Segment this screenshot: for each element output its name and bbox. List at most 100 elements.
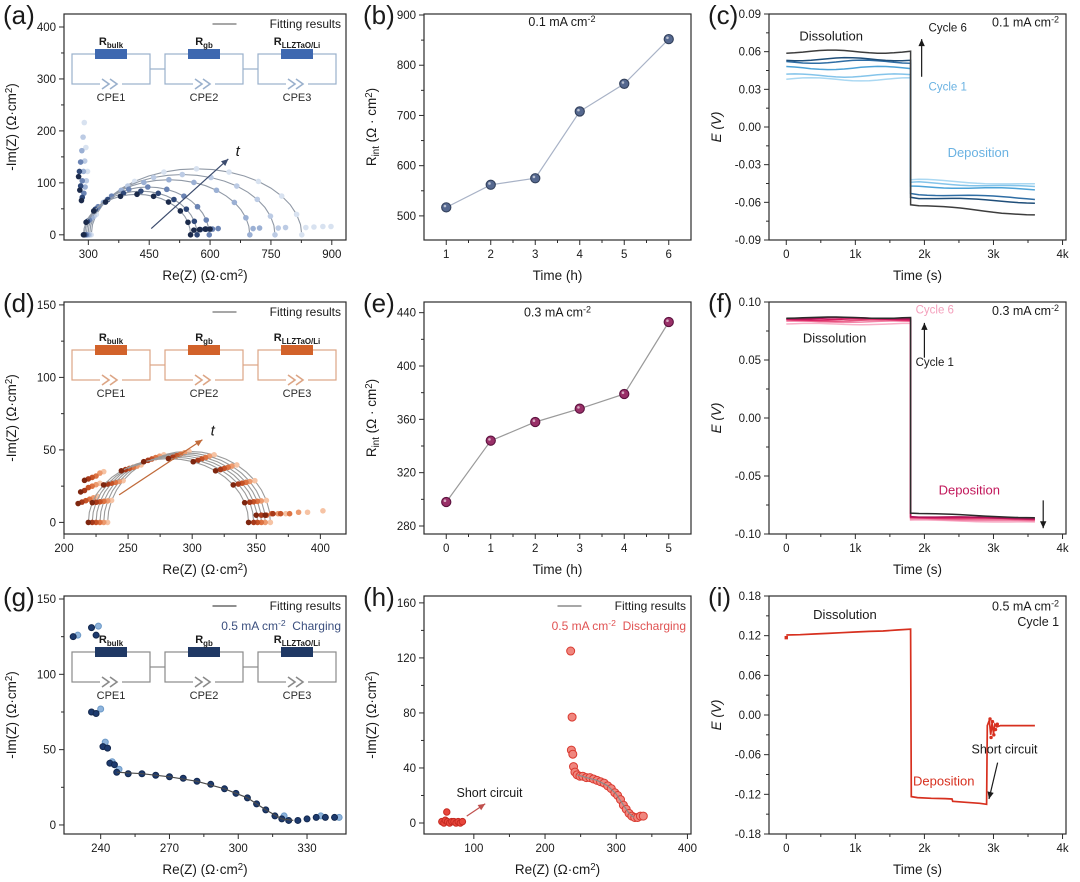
y-tick-label: 900 xyxy=(397,10,416,22)
cpe-chevron-icon xyxy=(101,374,111,386)
annotation-deposition: Deposition xyxy=(913,774,974,789)
series-t3-point xyxy=(79,177,86,184)
discharging-data xyxy=(638,811,648,821)
series-t5-point xyxy=(208,174,214,181)
y-tick-label: 200 xyxy=(37,126,56,138)
series-t6-point xyxy=(278,193,285,199)
resistor-label: Rgb xyxy=(195,332,213,346)
series-t6-point xyxy=(211,452,217,458)
panel-h: (h) 100 200 300 400 0 40 80 120 160 Re(Z) (Ω·cm2)… xyxy=(360,582,705,882)
plot-root: 0 1 2 3 4 5 280 320 360 400 440 Time (h) Rint (Ω · c… xyxy=(364,301,692,577)
series-t1-point xyxy=(117,193,124,200)
equivalent-circuit-inset: Rbulk CPE1 Rgb CPE2 RLLZTaO/Li CPE3 xyxy=(71,36,337,104)
legend-label: 0.5 mA cm-2 Discharging xyxy=(552,618,686,633)
cpe-chevron-icon xyxy=(202,676,212,688)
series-t2-point xyxy=(246,499,253,506)
charging-data xyxy=(303,815,311,823)
cpe-label: CPE2 xyxy=(190,388,219,400)
arrow-head xyxy=(1040,521,1047,529)
panel-b: (b) 1 2 3 4 5 6 500 600 700 800 900 Time (h) Rint (Ω… xyxy=(360,0,705,288)
series-t3-point xyxy=(163,186,170,193)
cpe-label: CPE3 xyxy=(283,92,312,104)
y-tick-label: 0.06 xyxy=(739,47,761,59)
x-tick-label: 3 xyxy=(532,249,538,261)
data-point xyxy=(574,106,585,117)
series-t5-point xyxy=(254,196,261,203)
y-tick-label: -0.05 xyxy=(735,471,761,483)
x-tick-label: 4 xyxy=(621,543,628,555)
charging-data xyxy=(294,816,302,824)
x-tick-label: 0 xyxy=(783,843,789,855)
cpe-chevron-icon xyxy=(109,676,119,688)
panel-a: (a) 300 450 600 750 900 0 100 200 300 400 Re(Z) (Ω… xyxy=(0,0,360,288)
series-t5-point xyxy=(275,225,282,231)
y-tick-label: 0.10 xyxy=(739,297,761,309)
y-axis-label: E (V) xyxy=(709,112,724,143)
x-tick-label: 240 xyxy=(91,843,110,855)
charging-data xyxy=(88,624,96,632)
annotation-cycle-1: Cycle 1 xyxy=(1017,615,1059,629)
resistor-label: RLLZTaO/Li xyxy=(274,634,320,648)
cpe-chevron-icon xyxy=(295,676,305,688)
series-t4-point xyxy=(213,187,220,194)
series-t1-point xyxy=(78,197,85,204)
fit-line xyxy=(89,173,276,235)
plot-root: 200 250 300 350 400 0 50 100 150 Re(Z) (Ω·cm2) -Im… xyxy=(4,300,347,577)
series-t2-point xyxy=(195,457,201,464)
plot-root: 0 1k 2k 3k 4k 0.09 0.06 0.03 0.00 -0.03 -0.06 -0.09… xyxy=(709,9,1069,283)
x-tick-label: 4 xyxy=(577,249,584,261)
y-tick-label: 0.00 xyxy=(739,710,761,722)
series-t6-point xyxy=(193,166,200,172)
y-tick-label: 0.18 xyxy=(739,591,761,603)
y-tick-label: 100 xyxy=(37,669,56,681)
cpe-label: CPE1 xyxy=(97,92,126,104)
data-point-highlight xyxy=(577,108,580,112)
y-tick-label: 50 xyxy=(43,745,56,757)
charging-data xyxy=(321,813,329,821)
series-t4-point xyxy=(231,199,238,206)
panel-i: (i) 0 1k 2k 3k 4k 0.18 0.12 0.06 0.00 -0.06 -0.12 -… xyxy=(705,582,1080,882)
resistor-label: Rgb xyxy=(195,36,213,50)
arrow-head xyxy=(918,39,925,47)
plot-root: 300 450 600 750 900 0 100 200 300 400 Re(Z) (Ω·cm2… xyxy=(4,13,347,283)
x-tick-label: 300 xyxy=(183,543,202,555)
plot-root: 240 270 300 330 0 50 100 150 Re(Z) (Ω·cm2) -Im(Z)… xyxy=(4,594,347,877)
x-tick-label: 2k xyxy=(918,843,930,855)
series-t2-point xyxy=(77,183,84,189)
series-t1-point xyxy=(187,232,194,238)
series-t6-point xyxy=(298,232,305,238)
resistor-element xyxy=(95,647,127,657)
x-tick-label: 5 xyxy=(666,543,672,555)
plot-root: 1 2 3 4 5 6 500 600 700 800 900 Time (h) Rint (Ω · c… xyxy=(364,10,692,283)
series-t5-point xyxy=(272,232,278,238)
cpe-chevron-icon xyxy=(295,78,305,90)
data-point xyxy=(441,496,452,508)
series-t5-point xyxy=(150,174,157,181)
series-t1-point xyxy=(77,187,83,193)
resistor-label: RLLZTaO/Li xyxy=(274,36,320,50)
series-t3-point xyxy=(206,232,213,238)
y-tick-label: 160 xyxy=(397,598,416,610)
series-t6-point xyxy=(161,169,167,175)
resistor-element xyxy=(188,345,220,355)
cpe-chevron-icon xyxy=(287,374,297,386)
panel-a-plot: 300 450 600 750 900 0 100 200 300 400 Re(Z) (Ω·cm2… xyxy=(4,13,347,283)
y-tick-label: 0.05 xyxy=(739,355,761,367)
panel-i-letter: (i) xyxy=(708,582,732,612)
series-t6-point xyxy=(83,144,89,151)
series-t1-point xyxy=(207,226,213,232)
panel-h-letter: (h) xyxy=(363,582,395,612)
annotation-dissolution: Dissolution xyxy=(813,607,877,622)
x-tick-label: 3k xyxy=(987,543,999,555)
y-tick-label: 80 xyxy=(403,708,416,720)
data-point xyxy=(441,202,452,213)
short-circuit-points xyxy=(458,817,467,826)
x-tick-label: 900 xyxy=(322,249,341,261)
cpe-chevron-icon xyxy=(109,78,119,90)
series-t2-point xyxy=(235,481,242,487)
annotation-cycle-1: Cycle 1 xyxy=(916,357,954,369)
axes-frame xyxy=(423,595,692,835)
x-axis-label: Time (h) xyxy=(533,268,583,283)
series-t5-point xyxy=(267,213,274,219)
series-t4-point xyxy=(258,519,265,526)
